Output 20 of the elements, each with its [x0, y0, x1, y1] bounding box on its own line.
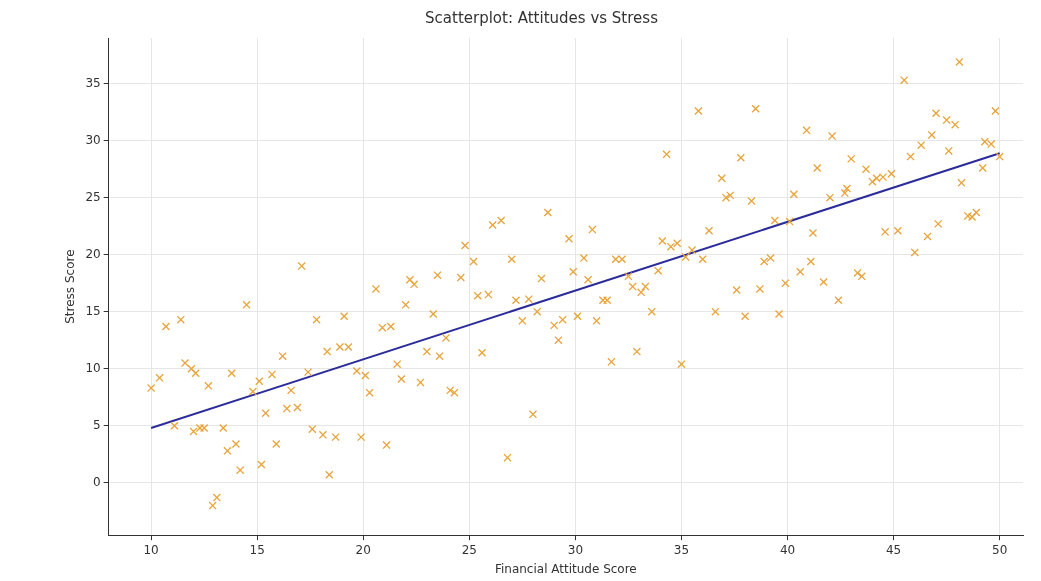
x-tick-label: 15: [249, 542, 265, 557]
x-tick-label: 35: [673, 542, 690, 557]
y-tick-label: 25: [85, 189, 101, 204]
y-tick-label: 5: [93, 417, 101, 432]
x-axis-title: Financial Attitude Score: [494, 561, 637, 576]
x-tick-label: 25: [461, 542, 477, 557]
y-tick-label: 15: [85, 303, 101, 318]
y-tick-label: 30: [85, 132, 101, 147]
y-tick-label: 35: [85, 75, 101, 90]
x-tick-label: 40: [779, 542, 796, 557]
y-axis-title: Stress Score: [63, 249, 78, 324]
x-tick-label: 50: [992, 542, 1008, 557]
x-tick-label: 45: [885, 542, 902, 557]
y-tick-label: 20: [85, 246, 101, 261]
chart-title: Scatterplot: Attitudes vs Stress: [425, 8, 659, 27]
x-tick-label: 30: [567, 542, 584, 557]
x-tick-label: 20: [355, 542, 371, 557]
y-tick-label: 10: [85, 360, 101, 375]
x-tick-label: 10: [143, 542, 159, 557]
y-tick-label: 0: [93, 474, 101, 489]
